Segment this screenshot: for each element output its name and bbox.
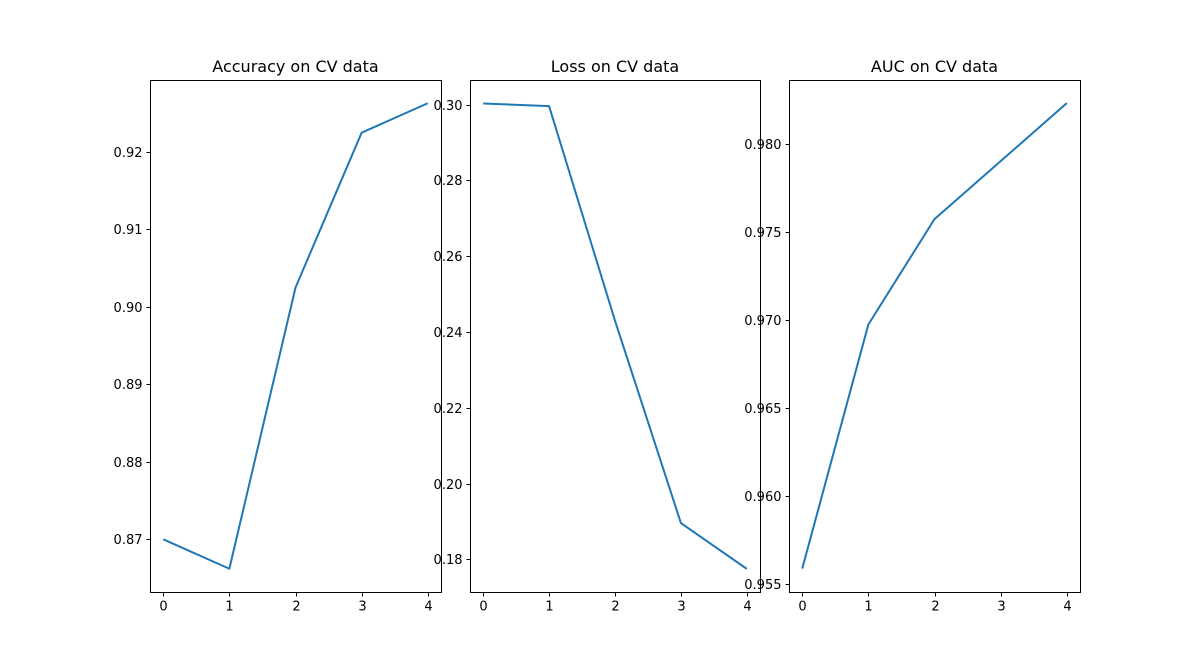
y-tick-label: 0.18 [434,553,463,568]
x-tick-label: 4 [1063,600,1071,615]
x-tick-label: 4 [743,600,751,615]
y-tick-label: 0.89 [114,378,143,393]
x-tick-label: 2 [611,600,619,615]
y-tick-label: 0.90 [114,301,143,316]
y-tick-label: 0.22 [434,402,463,417]
x-tick-label: 1 [864,600,872,615]
subplot-2: Loss on CV data 0 1 2 3 4 0.18 0.20 0.22 0.24 0.26… [434,57,761,615]
subplot-1: Accuracy on CV data 0 1 2 3 4 0.87 0.88 0.89 0.90… [114,57,442,615]
x-tick-label: 3 [997,600,1005,615]
series-line [483,102,748,570]
chart-title: Accuracy on CV data [212,57,378,76]
y-tick-label: 0.975 [744,226,781,241]
y-tick-label: 0.26 [434,250,463,265]
y-tick-label: 0.960 [744,490,781,505]
x-tick-label: 0 [479,600,487,615]
y-tick-label: 0.88 [114,456,143,471]
x-tick-label: 3 [677,600,685,615]
chart-title: Loss on CV data [551,57,679,76]
y-tick-label: 0.980 [744,138,781,153]
x-tick-label: 1 [545,600,553,615]
x-tick-label: 2 [292,600,300,615]
y-tick-label: 0.92 [114,146,143,161]
y-tick-label: 0.970 [744,314,781,329]
y-tick-label: 0.91 [114,223,143,238]
x-tick-label: 1 [225,600,233,615]
series-line [801,102,1068,569]
x-tick-label: 2 [931,600,939,615]
x-tick-label: 0 [798,600,806,615]
y-tick-label: 0.28 [434,174,463,189]
y-tick-label: 0.955 [744,578,781,593]
y-tick-label: 0.24 [434,326,463,341]
axes-frame [470,80,761,593]
y-tick-label: 0.20 [434,478,463,493]
y-tick-label: 0.965 [744,402,781,417]
series-line [162,102,429,570]
subplot-3: AUC on CV data 0 1 2 3 4 0.955 0.960 0.965 0.970 0… [744,57,1081,615]
y-tick-label: 0.30 [434,99,463,114]
axes-frame [150,80,442,593]
chart-title: AUC on CV data [871,57,998,76]
x-tick-label: 0 [159,600,167,615]
x-tick-label: 3 [358,600,366,615]
x-tick-label: 4 [424,600,432,615]
axes-frame [789,80,1081,593]
y-tick-label: 0.87 [114,533,143,548]
